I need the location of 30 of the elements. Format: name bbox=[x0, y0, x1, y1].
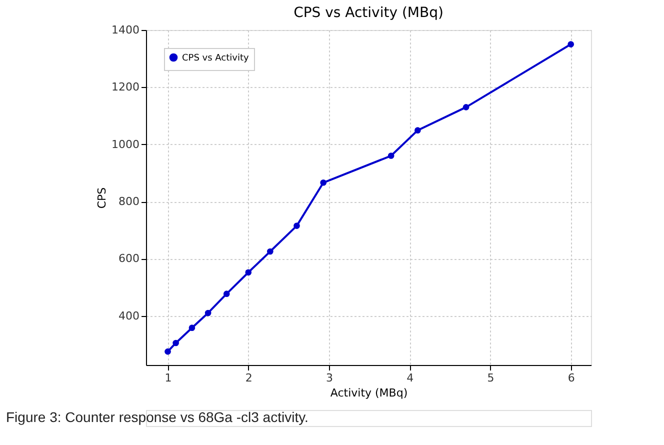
y-tick-label: 1000 bbox=[112, 138, 140, 151]
y-axis-title: CPS bbox=[96, 187, 109, 209]
chart-title: CPS vs Activity (MBq) bbox=[294, 5, 444, 21]
x-tick-label: 3 bbox=[326, 372, 333, 384]
y-tick-label: 400 bbox=[118, 309, 140, 322]
point bbox=[164, 348, 171, 355]
caption: Figure 3: Counter response vs 68Ga -cl3 activity. bbox=[6, 409, 308, 425]
point bbox=[294, 222, 300, 229]
point bbox=[172, 340, 179, 346]
point bbox=[320, 179, 327, 186]
point bbox=[245, 269, 252, 276]
y-tick-label: 600 bbox=[118, 252, 140, 266]
x-tick-label: 1 bbox=[164, 372, 172, 384]
point bbox=[414, 127, 421, 134]
point bbox=[223, 290, 230, 297]
point bbox=[204, 310, 212, 316]
legend-label: CPS vs Activity bbox=[182, 54, 250, 64]
x-tick-label: 2 bbox=[245, 372, 252, 384]
point bbox=[568, 41, 574, 48]
x-tick-label: 4 bbox=[406, 372, 414, 384]
point bbox=[188, 324, 196, 331]
y-tick-label: 800 bbox=[118, 195, 140, 208]
x-tick-label: 6 bbox=[568, 372, 575, 384]
point bbox=[266, 248, 274, 255]
point bbox=[388, 152, 394, 159]
y-tick-label: 1200 bbox=[112, 80, 140, 94]
y-tick-label: 1400 bbox=[112, 24, 140, 36]
x-tick-label: 5 bbox=[487, 372, 494, 384]
x-axis-title: Activity (MBq) bbox=[330, 386, 408, 400]
point bbox=[462, 104, 470, 110]
